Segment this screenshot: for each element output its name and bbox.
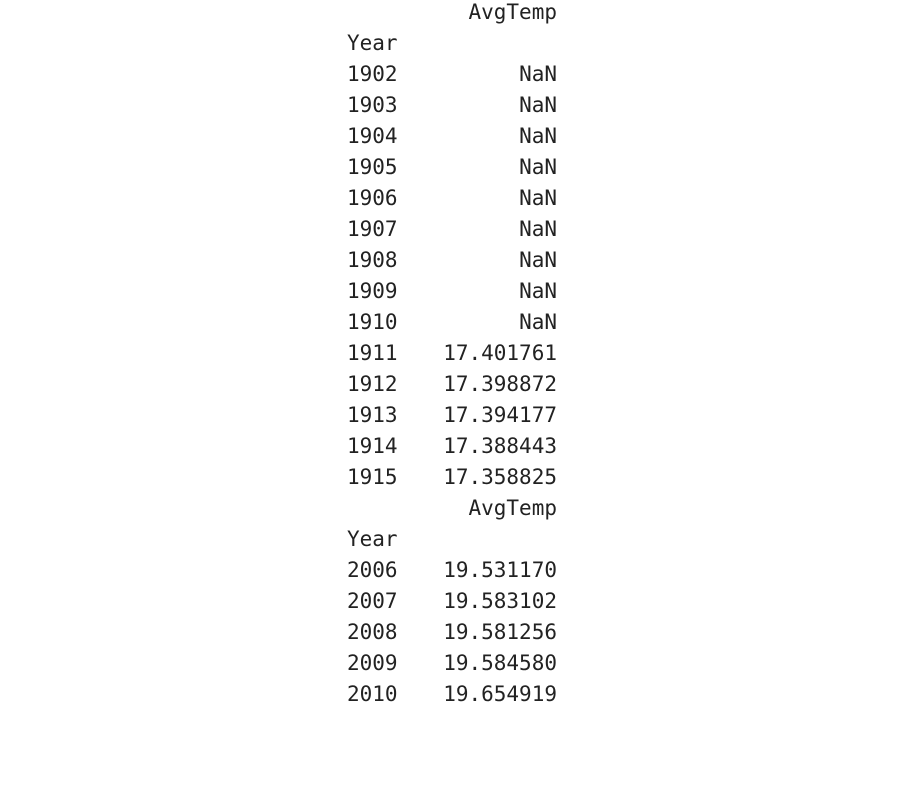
year-cell: 2010 [347, 682, 398, 706]
avg-temp-cell: 19.531170 [443, 558, 557, 582]
year-cell: 1914 [347, 434, 398, 458]
year-cell: 2007 [347, 589, 398, 613]
table-row: 1906 NaN [347, 183, 557, 214]
table-row: 1913 17.394177 [347, 400, 557, 431]
table-row: 2009 19.584580 [347, 648, 557, 679]
table-row: 1908 NaN [347, 245, 557, 276]
year-cell: 1902 [347, 62, 398, 86]
year-cell: 2009 [347, 651, 398, 675]
table-row: 1903 NaN [347, 90, 557, 121]
table-row: 1912 17.398872 [347, 369, 557, 400]
column-header-row: AvgTemp [347, 0, 557, 28]
dataframe-output: AvgTemp Year 1902 NaN 1903 NaN 1904 NaN … [347, 0, 557, 710]
year-cell: 2008 [347, 620, 398, 644]
table-row: 1909 NaN [347, 276, 557, 307]
year-cell: 1906 [347, 186, 398, 210]
table-row: 1902 NaN [347, 59, 557, 90]
avg-temp-cell: NaN [519, 124, 557, 148]
table-row: 1907 NaN [347, 214, 557, 245]
column-header-row: AvgTemp [347, 493, 557, 524]
year-cell: 1915 [347, 465, 398, 489]
year-cell: 1904 [347, 124, 398, 148]
table-row: 1904 NaN [347, 121, 557, 152]
avg-temp-cell: 17.398872 [443, 372, 557, 396]
avg-temp-cell: 17.358825 [443, 465, 557, 489]
year-cell: 1911 [347, 341, 398, 365]
year-cell: 1910 [347, 310, 398, 334]
year-cell: 1913 [347, 403, 398, 427]
avg-temp-cell: 19.584580 [443, 651, 557, 675]
year-cell: 1908 [347, 248, 398, 272]
table-row: 2010 19.654919 [347, 679, 557, 710]
avg-temp-cell: NaN [519, 217, 557, 241]
avg-temp-cell: NaN [519, 62, 557, 86]
year-cell: 2006 [347, 558, 398, 582]
column-header: AvgTemp [468, 0, 557, 24]
index-name: Year [347, 527, 398, 551]
table-row: 1905 NaN [347, 152, 557, 183]
avg-temp-cell: 19.654919 [443, 682, 557, 706]
index-name-row: Year [347, 28, 557, 59]
avg-temp-cell: NaN [519, 155, 557, 179]
year-cell: 1912 [347, 372, 398, 396]
dataframe-head: AvgTemp Year 1902 NaN 1903 NaN 1904 NaN … [347, 0, 557, 493]
avg-temp-cell: 17.394177 [443, 403, 557, 427]
year-cell: 1903 [347, 93, 398, 117]
avg-temp-cell: 19.581256 [443, 620, 557, 644]
avg-temp-cell: NaN [519, 248, 557, 272]
table-row: 1911 17.401761 [347, 338, 557, 369]
avg-temp-cell: NaN [519, 279, 557, 303]
index-name: Year [347, 31, 398, 55]
table-row: 1915 17.358825 [347, 462, 557, 493]
table-row: 2007 19.583102 [347, 586, 557, 617]
dataframe-tail: AvgTemp Year 2006 19.531170 2007 19.5831… [347, 493, 557, 710]
index-name-row: Year [347, 524, 557, 555]
year-cell: 1909 [347, 279, 398, 303]
avg-temp-cell: NaN [519, 93, 557, 117]
avg-temp-cell: 17.401761 [443, 341, 557, 365]
avg-temp-cell: NaN [519, 186, 557, 210]
table-row: 2006 19.531170 [347, 555, 557, 586]
table-row: 1914 17.388443 [347, 431, 557, 462]
avg-temp-cell: NaN [519, 310, 557, 334]
avg-temp-cell: 17.388443 [443, 434, 557, 458]
column-header: AvgTemp [468, 496, 557, 520]
table-row: 2008 19.581256 [347, 617, 557, 648]
avg-temp-cell: 19.583102 [443, 589, 557, 613]
table-row: 1910 NaN [347, 307, 557, 338]
year-cell: 1905 [347, 155, 398, 179]
year-cell: 1907 [347, 217, 398, 241]
